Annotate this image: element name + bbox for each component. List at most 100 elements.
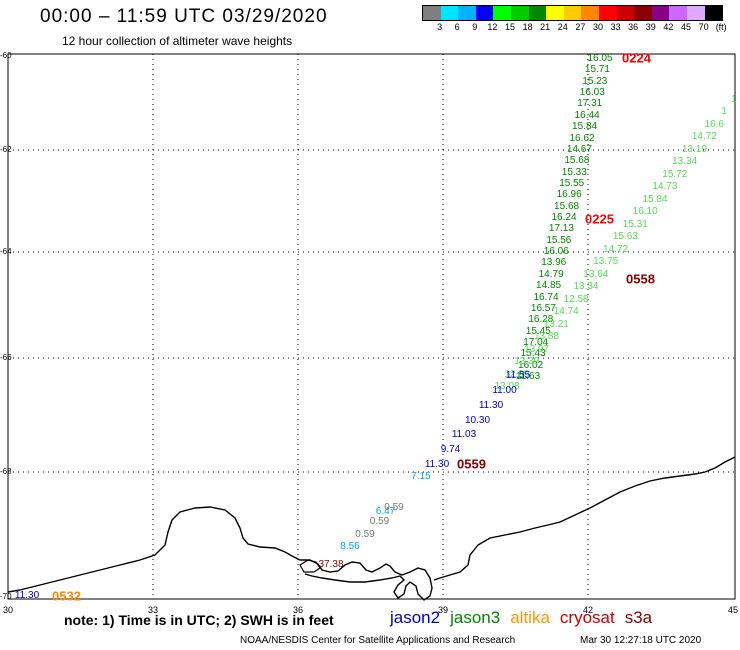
legend-swatch	[651, 6, 670, 20]
legend-swatch	[493, 6, 511, 20]
lat-label-68: -68	[0, 467, 12, 476]
legend-swatch	[616, 6, 635, 20]
swh-value: 17.04	[523, 336, 549, 348]
legend-swatch-label: (ft)	[715, 22, 727, 32]
swh-value: 9.74	[440, 444, 461, 456]
legend-swatch	[704, 6, 723, 20]
pass-time-label: 0532	[52, 588, 81, 604]
map-subtitle: 12 hour collection of altimeter wave hei…	[62, 34, 293, 48]
legend-swatch-label: 36	[628, 22, 639, 32]
swh-value: 16.10	[632, 206, 658, 218]
swh-value: 16.62	[569, 132, 595, 144]
legend-swatch	[510, 6, 529, 20]
swh-value: 13.08	[494, 381, 520, 392]
coastline	[7, 456, 736, 601]
legend-swatch	[475, 6, 494, 20]
satellite-legend-item: s3a	[624, 608, 653, 627]
swh-value: 11.00	[492, 384, 517, 396]
lat-label-70: -70	[0, 592, 12, 601]
swh-value: 13.97	[524, 343, 550, 355]
swh-value: 15.23	[582, 75, 608, 87]
satellite-legend-item: altika	[510, 608, 550, 627]
swh-value: 14.72	[691, 131, 717, 143]
legend-swatch-label: 39	[645, 22, 656, 32]
lon-label-33: 33	[147, 605, 159, 615]
legend-swatch-label: 21	[540, 22, 551, 32]
legend-swatch	[423, 6, 441, 20]
swh-value: 16.6	[704, 118, 724, 130]
swh-value: 14.85	[536, 280, 562, 292]
legend-swatch-label: 12	[487, 22, 498, 32]
swh-value: 16.05	[587, 53, 613, 64]
map-frame	[7, 53, 736, 600]
satellite-legend-item: cryosat	[559, 608, 615, 627]
legend-swatch	[528, 6, 547, 20]
swh-value: 13.34	[573, 281, 599, 293]
legend-swatch-label: 15	[504, 22, 516, 32]
legend-swatch-label: 70	[698, 22, 709, 32]
swh-value: 14.74	[553, 306, 579, 318]
lon-label-30: 30	[2, 605, 14, 615]
lon-label-36: 36	[292, 605, 304, 615]
lat-label-60: -60	[0, 51, 12, 60]
swh-value: 15.33	[561, 166, 587, 178]
swh-value: 15.68	[564, 155, 590, 167]
legend-swatch-label: 3	[437, 22, 443, 32]
swh-value: 15.84	[572, 121, 598, 133]
legend-swatch-label: 27	[575, 22, 586, 32]
swh-value: 16.57	[530, 302, 556, 314]
coastline-island	[299, 559, 321, 573]
swh-value: 14.73	[652, 181, 678, 193]
swh-value: 15.43	[520, 348, 546, 360]
swh-value: 13.64	[583, 268, 609, 280]
swh-value: 13.39	[514, 356, 540, 368]
credit-text: NOAA/NESDIS Center for Satellite Applica…	[240, 635, 516, 646]
swh-value: 15.68	[554, 200, 580, 212]
legend-swatch-label: 33	[610, 22, 621, 32]
swh-value: 15.56	[546, 234, 572, 246]
swh-value: 15.31	[622, 218, 648, 230]
swh-value: 16.06	[543, 246, 569, 258]
swh-value: 12.58	[563, 293, 589, 305]
satellite-legend: jason2 jason3 altika cryosat s3a	[390, 608, 662, 628]
swh-value: 11.30	[424, 459, 450, 470]
swh-value: 17.13	[548, 223, 574, 235]
legend-swatch-label: 45	[680, 22, 692, 32]
swh-value: 11.55	[505, 370, 531, 381]
swh-value: 14.67	[566, 143, 592, 155]
legend-labels: 3 6 9 12 15 18 21 24 27 30 33 36 39 42 45 70 (ft)	[422, 22, 740, 34]
lon-label-39: 39	[437, 605, 449, 615]
lat-label-62: -62	[0, 145, 12, 154]
legend-swatch	[546, 6, 564, 20]
swh-value: 16.96	[556, 189, 582, 201]
legend-swatch	[669, 6, 687, 20]
swh-value: 11.63	[515, 371, 541, 382]
swh-value: 17.31	[577, 98, 603, 110]
legend-swatch	[440, 6, 459, 20]
legend-swatch-label: 9	[472, 22, 478, 32]
pass-time-label: 0559	[457, 456, 486, 472]
legend-swatch-label: 18	[522, 22, 533, 32]
swh-value: 11.30	[14, 590, 40, 601]
legend-swatch	[563, 6, 582, 20]
legend-swatch	[686, 6, 705, 20]
swh-value: 15.55	[559, 177, 585, 189]
swh-value: 7.15	[411, 471, 431, 482]
swh-value: 37.38	[318, 559, 344, 570]
swh-value: 14.72	[603, 243, 629, 255]
swh-value: 16.44	[574, 109, 600, 121]
lon-label-42: 42	[582, 605, 594, 615]
map-title: 00:00 – 11:59 UTC 03/29/2020	[40, 6, 328, 27]
swh-value: 13.34	[672, 156, 698, 168]
legend-swatch-label: 42	[663, 22, 674, 32]
legend-swatch	[458, 6, 476, 20]
swh-value: 16.24	[551, 212, 577, 223]
swh-value: 6.47	[375, 506, 396, 517]
swh-value: 13.21	[543, 318, 569, 330]
generated-timestamp: Mar 30 12:27:18 UTC 2020	[580, 635, 702, 646]
swh-value: 13.19	[682, 143, 708, 155]
swh-value: 16.74	[533, 291, 559, 303]
swh-value: 15.71	[584, 64, 610, 76]
graticule	[8, 54, 735, 599]
pass-time-label: 0225	[585, 211, 614, 227]
